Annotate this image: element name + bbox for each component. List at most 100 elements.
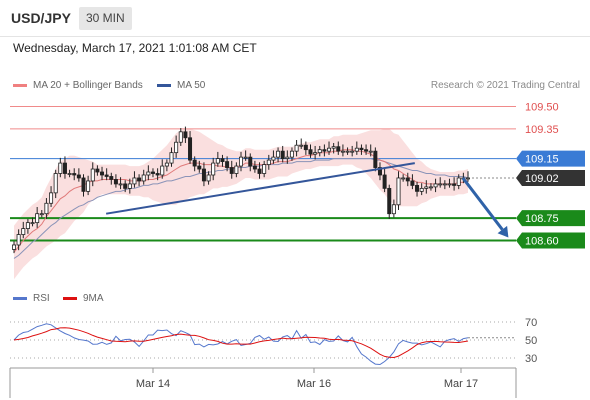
legend-ma20: MA 20 + Bollinger Bands bbox=[13, 80, 143, 91]
candle-body-31 bbox=[155, 173, 160, 176]
price-tag-2: 109.15 bbox=[525, 154, 559, 166]
candle-body-6 bbox=[39, 213, 44, 216]
candle-body-33 bbox=[164, 162, 169, 167]
candle-body-24 bbox=[123, 183, 128, 189]
candle-body-90 bbox=[428, 186, 433, 189]
candle-body-12 bbox=[67, 173, 72, 175]
candle-body-96 bbox=[456, 177, 461, 186]
candle-body-46 bbox=[225, 161, 230, 168]
x-tick-label-1: Mar 16 bbox=[297, 378, 331, 390]
ma50-swatch bbox=[157, 83, 171, 87]
candle-body-58 bbox=[280, 150, 285, 160]
candle-body-62 bbox=[299, 144, 304, 147]
candle-body-74 bbox=[354, 147, 359, 152]
candle-body-48 bbox=[234, 165, 239, 174]
candle-body-61 bbox=[294, 144, 299, 152]
candle-body-65 bbox=[313, 152, 318, 155]
candle-body-59 bbox=[285, 156, 290, 160]
candle-body-80 bbox=[382, 174, 387, 189]
legend-ma9: 9MA bbox=[63, 293, 104, 304]
candle-body-87 bbox=[415, 185, 420, 192]
legend-ma9-label: 9MA bbox=[83, 293, 104, 304]
candle-body-86 bbox=[410, 180, 415, 186]
candle-body-28 bbox=[141, 174, 146, 182]
x-tick-label-2: Mar 17 bbox=[444, 378, 478, 390]
price-tag-0: 109.50 bbox=[525, 102, 559, 114]
candle-body-1 bbox=[16, 234, 21, 246]
timeframe-button[interactable]: 30 MIN bbox=[79, 7, 132, 30]
trendline-0 bbox=[105, 162, 415, 215]
candle-body-47 bbox=[229, 167, 234, 174]
ma9-swatch bbox=[63, 296, 77, 300]
candle-body-9 bbox=[53, 173, 58, 194]
candle-body-8 bbox=[49, 192, 54, 204]
chart-datetime: Wednesday, March 17, 2021 1:01:08 AM CET bbox=[13, 41, 257, 55]
x-tick-label-0: Mar 14 bbox=[136, 378, 170, 390]
forecast-arrow-shaft bbox=[461, 177, 504, 231]
candle-body-98 bbox=[465, 177, 470, 180]
candle-body-88 bbox=[419, 187, 424, 192]
candle-body-54 bbox=[262, 164, 267, 174]
candle-body-34 bbox=[169, 152, 174, 164]
candle-body-57 bbox=[276, 150, 281, 158]
candle-body-18 bbox=[95, 168, 100, 173]
candle-body-89 bbox=[424, 186, 429, 189]
candle-body-55 bbox=[266, 159, 271, 165]
candle-body-44 bbox=[215, 158, 220, 164]
price-tag-1: 109.35 bbox=[525, 124, 559, 136]
candle-body-16 bbox=[86, 180, 91, 192]
candle-body-3 bbox=[25, 222, 30, 229]
candle-body-2 bbox=[21, 228, 26, 235]
candle-body-27 bbox=[137, 177, 142, 182]
candle-body-68 bbox=[327, 147, 332, 152]
candle-body-56 bbox=[271, 156, 276, 161]
candle-body-51 bbox=[248, 156, 253, 167]
legend-rsi-label: RSI bbox=[33, 293, 50, 304]
rsi-level-label-0: 70 bbox=[525, 317, 537, 329]
legend-ma50-label: MA 50 bbox=[177, 80, 206, 91]
candle-body-84 bbox=[401, 177, 406, 180]
price-tag-bg-5 bbox=[516, 232, 585, 249]
candle-body-95 bbox=[452, 183, 457, 186]
candle-body-91 bbox=[433, 183, 438, 188]
header-bar: USD/JPY 30 MIN bbox=[0, 0, 590, 37]
rsi-line bbox=[13, 323, 469, 366]
candle-body-50 bbox=[243, 156, 248, 159]
candle-body-69 bbox=[331, 146, 336, 149]
candle-body-64 bbox=[308, 149, 313, 155]
candle-body-52 bbox=[252, 165, 257, 170]
candle-body-0 bbox=[11, 244, 16, 250]
legend-ma50: MA 50 bbox=[157, 80, 205, 91]
credit-text: Research © 2021 Trading Central bbox=[430, 80, 580, 91]
legend-ma20-label: MA 20 + Bollinger Bands bbox=[33, 80, 143, 91]
candle-body-38 bbox=[188, 137, 193, 161]
rsi-level-label-1: 50 bbox=[525, 335, 537, 347]
candle-body-13 bbox=[72, 173, 77, 176]
candle-body-29 bbox=[146, 171, 151, 176]
price-tag-bg-2 bbox=[516, 150, 585, 167]
candle-body-26 bbox=[132, 177, 137, 185]
candle-body-25 bbox=[127, 183, 132, 189]
candle-body-10 bbox=[58, 162, 63, 174]
candle-body-83 bbox=[396, 177, 401, 206]
price-tag-3: 109.02 bbox=[525, 173, 559, 185]
price-tag-5: 108.60 bbox=[525, 236, 559, 248]
candle-body-73 bbox=[350, 150, 355, 153]
instrument-title: USD/JPY bbox=[11, 10, 71, 26]
candle-body-7 bbox=[44, 202, 49, 215]
candle-body-81 bbox=[387, 187, 392, 215]
candle-body-76 bbox=[364, 149, 369, 152]
candle-body-66 bbox=[317, 149, 322, 154]
candle-body-21 bbox=[109, 176, 114, 180]
candle-body-19 bbox=[100, 171, 105, 176]
candle-body-11 bbox=[62, 162, 67, 174]
candle-body-15 bbox=[81, 177, 86, 192]
candle-body-43 bbox=[211, 162, 216, 176]
candle-body-14 bbox=[76, 174, 81, 179]
candle-body-22 bbox=[113, 179, 118, 185]
rsi-swatch bbox=[13, 296, 27, 300]
candle-body-79 bbox=[377, 167, 382, 176]
forecast-arrow-head bbox=[497, 225, 509, 238]
candle-body-40 bbox=[197, 165, 202, 170]
price-tag-bg-3 bbox=[516, 169, 585, 186]
